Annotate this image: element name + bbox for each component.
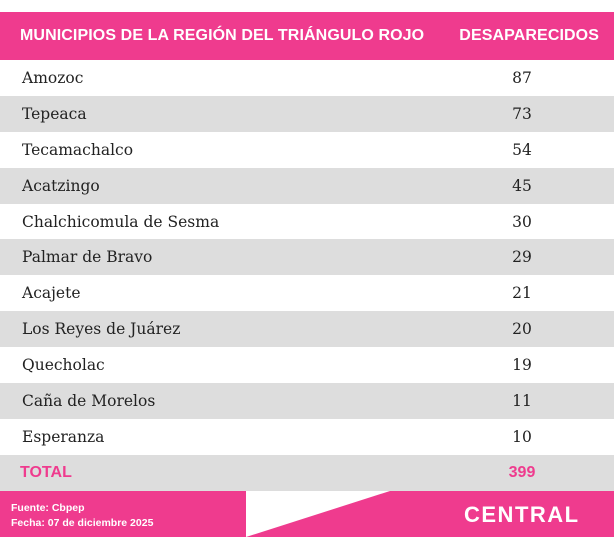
table-body: Amozoc 87 Tepeaca 73 Tecamachalco 54 Acatzingo… (0, 60, 614, 455)
table-row: Acatzingo 45 (0, 167, 614, 204)
table-row: Tepeaca 73 (0, 95, 614, 132)
municipio-name: Palmar de Bravo (22, 248, 153, 267)
municipio-name: Acajete (22, 284, 81, 303)
desaparecidos-value: 45 (512, 176, 532, 195)
total-label: TOTAL (20, 463, 72, 481)
source-label: Fuente: Cbpep (11, 502, 85, 514)
desaparecidos-value: 11 (512, 391, 532, 410)
municipio-name: Los Reyes de Juárez (22, 320, 181, 339)
footer-shape (246, 491, 390, 537)
footer-white-wedge (246, 491, 390, 537)
municipio-name: Tecamachalco (22, 140, 134, 159)
data-table: MUNICIPIOS DE LA REGIÓN DEL TRIÁNGULO RO… (0, 0, 614, 491)
total-row: TOTAL 399 (0, 454, 614, 491)
municipio-name: Amozoc (22, 68, 84, 87)
municipio-name: Caña de Morelos (22, 391, 156, 410)
desaparecidos-value: 19 (512, 356, 532, 375)
table-row: Palmar de Bravo 29 (0, 239, 614, 276)
footer: Fuente: Cbpep Fecha: 07 de diciembre 202… (0, 491, 614, 537)
desaparecidos-value: 10 (512, 427, 532, 446)
table-header: MUNICIPIOS DE LA REGIÓN DEL TRIÁNGULO RO… (0, 12, 614, 60)
municipio-name: Chalchicomula de Sesma (22, 212, 220, 231)
table-row: Chalchicomula de Sesma 30 (0, 203, 614, 240)
desaparecidos-value: 20 (512, 320, 532, 339)
desaparecidos-value: 30 (512, 212, 532, 231)
date-label: Fecha: 07 de diciembre 2025 (11, 517, 154, 529)
top-band (0, 0, 614, 12)
table-row: Esperanza 10 (0, 418, 614, 455)
municipio-name: Esperanza (22, 427, 105, 446)
column-header-municipios: MUNICIPIOS DE LA REGIÓN DEL TRIÁNGULO RO… (20, 27, 425, 44)
central-logo: CENTRAL (464, 502, 580, 527)
table-row: Tecamachalco 54 (0, 131, 614, 168)
table-row: Los Reyes de Juárez 20 (0, 311, 614, 348)
table-row: Caña de Morelos 11 (0, 383, 614, 419)
municipio-name: Quecholac (22, 356, 105, 375)
column-header-desaparecidos: DESAPARECIDOS (459, 27, 599, 44)
desaparecidos-value: 21 (512, 284, 532, 303)
desaparecidos-value: 73 (512, 104, 532, 123)
table-row: Acajete 21 (0, 275, 614, 312)
table-row: Quecholac 19 (0, 347, 614, 384)
municipio-name: Acatzingo (22, 176, 100, 195)
source-note: Fuente: Cbpep Fecha: 07 de diciembre 202… (11, 501, 153, 531)
total-value: 399 (508, 463, 536, 481)
municipio-name: Tepeaca (22, 104, 87, 123)
desaparecidos-value: 54 (512, 140, 532, 159)
table-row: Amozoc 87 (0, 60, 614, 96)
desaparecidos-value: 87 (512, 68, 532, 87)
desaparecidos-value: 29 (512, 248, 532, 267)
